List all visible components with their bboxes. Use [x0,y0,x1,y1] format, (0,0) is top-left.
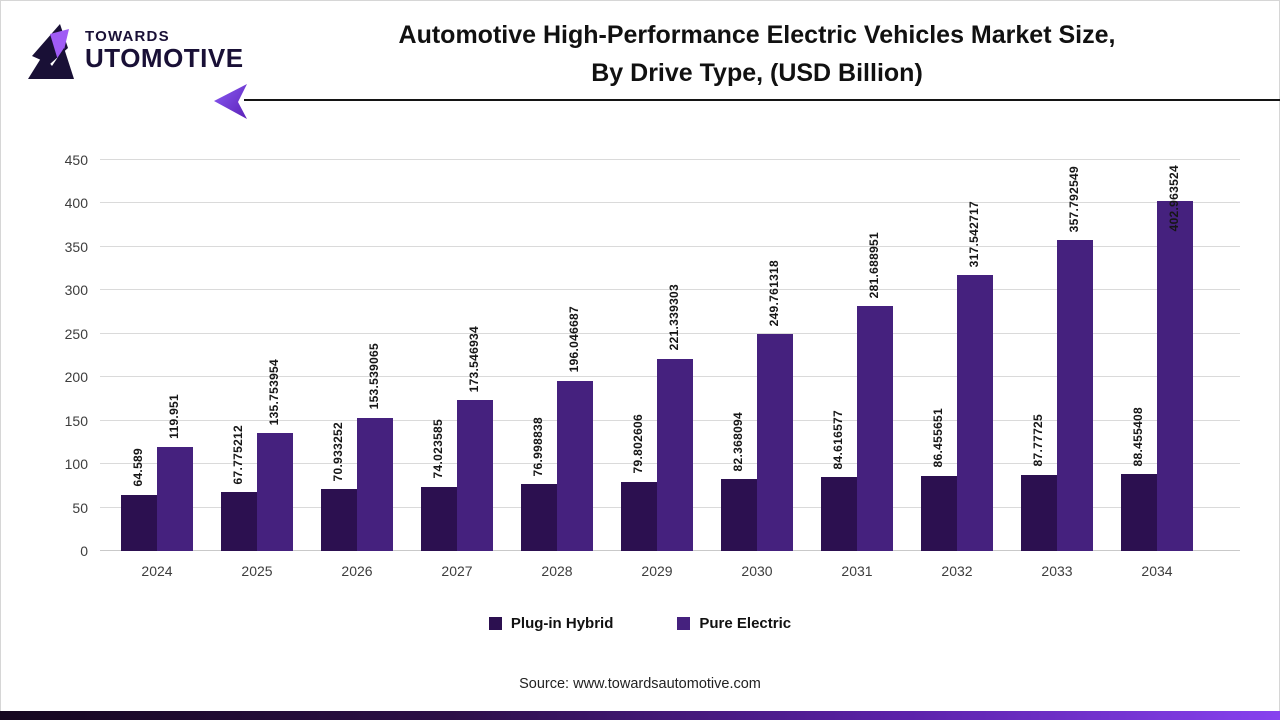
y-axis-tick-label-300: 300 [64,282,88,299]
y-axis-tick-label-250: 250 [64,325,88,342]
y-axis-tick-label-400: 400 [64,195,88,212]
chart-title-line2: By Drive Type, (USD Billion) [591,59,923,87]
bar-pure-electric-2025 [257,433,293,551]
x-axis-tick-label-2034: 2034 [1141,563,1173,579]
bar-plug-in-hybrid-2033 [1021,474,1057,551]
gridline-400 [100,202,1240,204]
bar-plug-in-hybrid-2031 [821,477,857,551]
y-axis-tick-label-450: 450 [64,152,88,168]
bar-pure-electric-2031 [857,306,893,551]
bar-value-label-2024-1: 119.951 [167,393,181,439]
chart-title-line1: Automotive High-Performance Electric Veh… [398,21,1116,49]
x-axis-tick-label-2033: 2033 [1041,563,1073,579]
bar-pure-electric-2030 [757,334,793,551]
legend-item-pure-electric: Pure Electric [677,615,791,632]
bar-value-label-2029-1: 221.339303 [667,284,681,351]
logo-word-automotive: UTOMOTIVE [85,43,244,73]
bar-value-label-2032-1: 317.542717 [967,200,981,268]
towards-automotive-logo: TOWARDS UTOMOTIVE [28,22,244,80]
bar-pure-electric-2027 [457,400,493,551]
bar-plug-in-hybrid-2034 [1121,474,1157,551]
gridline-300 [100,289,1240,291]
logo-a-icon [28,24,74,79]
x-axis-tick-label-2028: 2028 [541,563,573,579]
bar-value-label-2026-0: 70.933252 [331,421,345,482]
bar-plug-in-hybrid-2030 [721,479,757,551]
bar-plug-in-hybrid-2024 [121,494,157,551]
x-axis-tick-label-2029: 2029 [641,563,673,579]
bar-value-label-2027-0: 74.023585 [431,419,445,479]
y-axis-tick-label-350: 350 [64,238,88,255]
source-text: Source: www.towardsautomotive.com [519,676,761,692]
legend: Plug-in Hybrid Pure Electric [0,615,1280,632]
bar-value-label-2028-1: 196.046687 [567,306,581,373]
x-axis-tick-label-2027: 2027 [441,563,473,579]
plot-area: 0 50 100 150 200 250 300 350 400 450 64.589 119.951… [65,152,1240,579]
logo-word-towards: TOWARDS [85,28,170,45]
y-axis-tick-label-50: 50 [72,499,88,516]
legend-swatch-pure-electric [677,617,691,630]
chart-title: Automotive High-Performance Electric Veh… [250,16,1264,92]
gridline-250 [100,332,1240,334]
bar-value-label-2030-1: 249.761318 [767,259,781,326]
bar-value-label-2031-0: 84.616577 [831,410,845,470]
bar-pure-electric-2028 [557,380,593,551]
bar-value-label-2025-0: 67.775212 [231,424,245,485]
bar-value-label-2031-1: 281.688951 [867,231,881,299]
bar-value-label-2029-0: 79.802606 [631,414,645,474]
gridline-450 [100,159,1240,160]
x-axis-tick-label-2030: 2030 [741,563,773,579]
bar-value-label-2030-0: 82.368094 [731,412,745,472]
bar-value-label-2026-1: 153.539065 [367,343,381,410]
bar-value-label-2027-1: 173.546934 [467,325,481,393]
bar-value-label-2033-0: 87.77725 [1031,414,1045,467]
left-arrow-icon [214,84,247,119]
bar-value-label-2034-0: 88.455408 [1131,406,1145,467]
x-axis-tick-label-2025: 2025 [241,563,273,579]
x-axis-tick-label-2032: 2032 [941,563,973,579]
bar-plug-in-hybrid-2026 [321,489,357,551]
bar-pure-electric-2034 [1157,200,1193,551]
bar-value-label-2034-1: 402.963524 [1167,164,1181,231]
bar-plug-in-hybrid-2029 [621,481,657,551]
bar-plug-in-hybrid-2028 [521,484,557,551]
legend-item-plug-in-hybrid: Plug-in Hybrid [488,615,614,632]
title-divider-line [244,99,1280,101]
bar-pure-electric-2024 [157,446,193,551]
bar-value-label-2025-1: 135.753954 [267,358,281,426]
y-axis-tick-label-200: 200 [64,369,88,386]
bar-value-label-2024-0: 64.589 [131,448,145,487]
bar-pure-electric-2026 [357,417,393,551]
y-axis-tick-label-0: 0 [80,543,88,559]
bar-plug-in-hybrid-2032 [921,475,957,551]
y-axis-tick-label-150: 150 [64,412,88,429]
bar-pure-electric-2032 [957,275,993,551]
x-axis-tick-label-2024: 2024 [141,563,173,579]
legend-swatch-plug-in-hybrid [488,617,502,630]
legend-label-pure-electric: Pure Electric [699,615,792,632]
bar-value-label-2033-1: 357.792549 [1067,165,1081,233]
x-axis-tick-label-2026: 2026 [341,563,373,579]
footer-gradient-bar [0,711,1280,720]
bar-pure-electric-2029 [657,358,693,551]
logo-text: TOWARDS UTOMOTIVE [85,22,244,74]
y-axis-tick-label-100: 100 [64,456,88,473]
bar-value-label-2032-0: 86.455651 [931,408,945,468]
bar-value-label-2028-0: 76.998838 [531,416,545,477]
gridline-350 [100,245,1240,247]
legend-label-plug-in-hybrid: Plug-in Hybrid [510,615,614,632]
bar-plug-in-hybrid-2027 [421,486,457,551]
bar-pure-electric-2033 [1057,240,1093,551]
bar-plug-in-hybrid-2025 [221,492,257,551]
x-axis-tick-label-2031: 2031 [841,563,873,579]
